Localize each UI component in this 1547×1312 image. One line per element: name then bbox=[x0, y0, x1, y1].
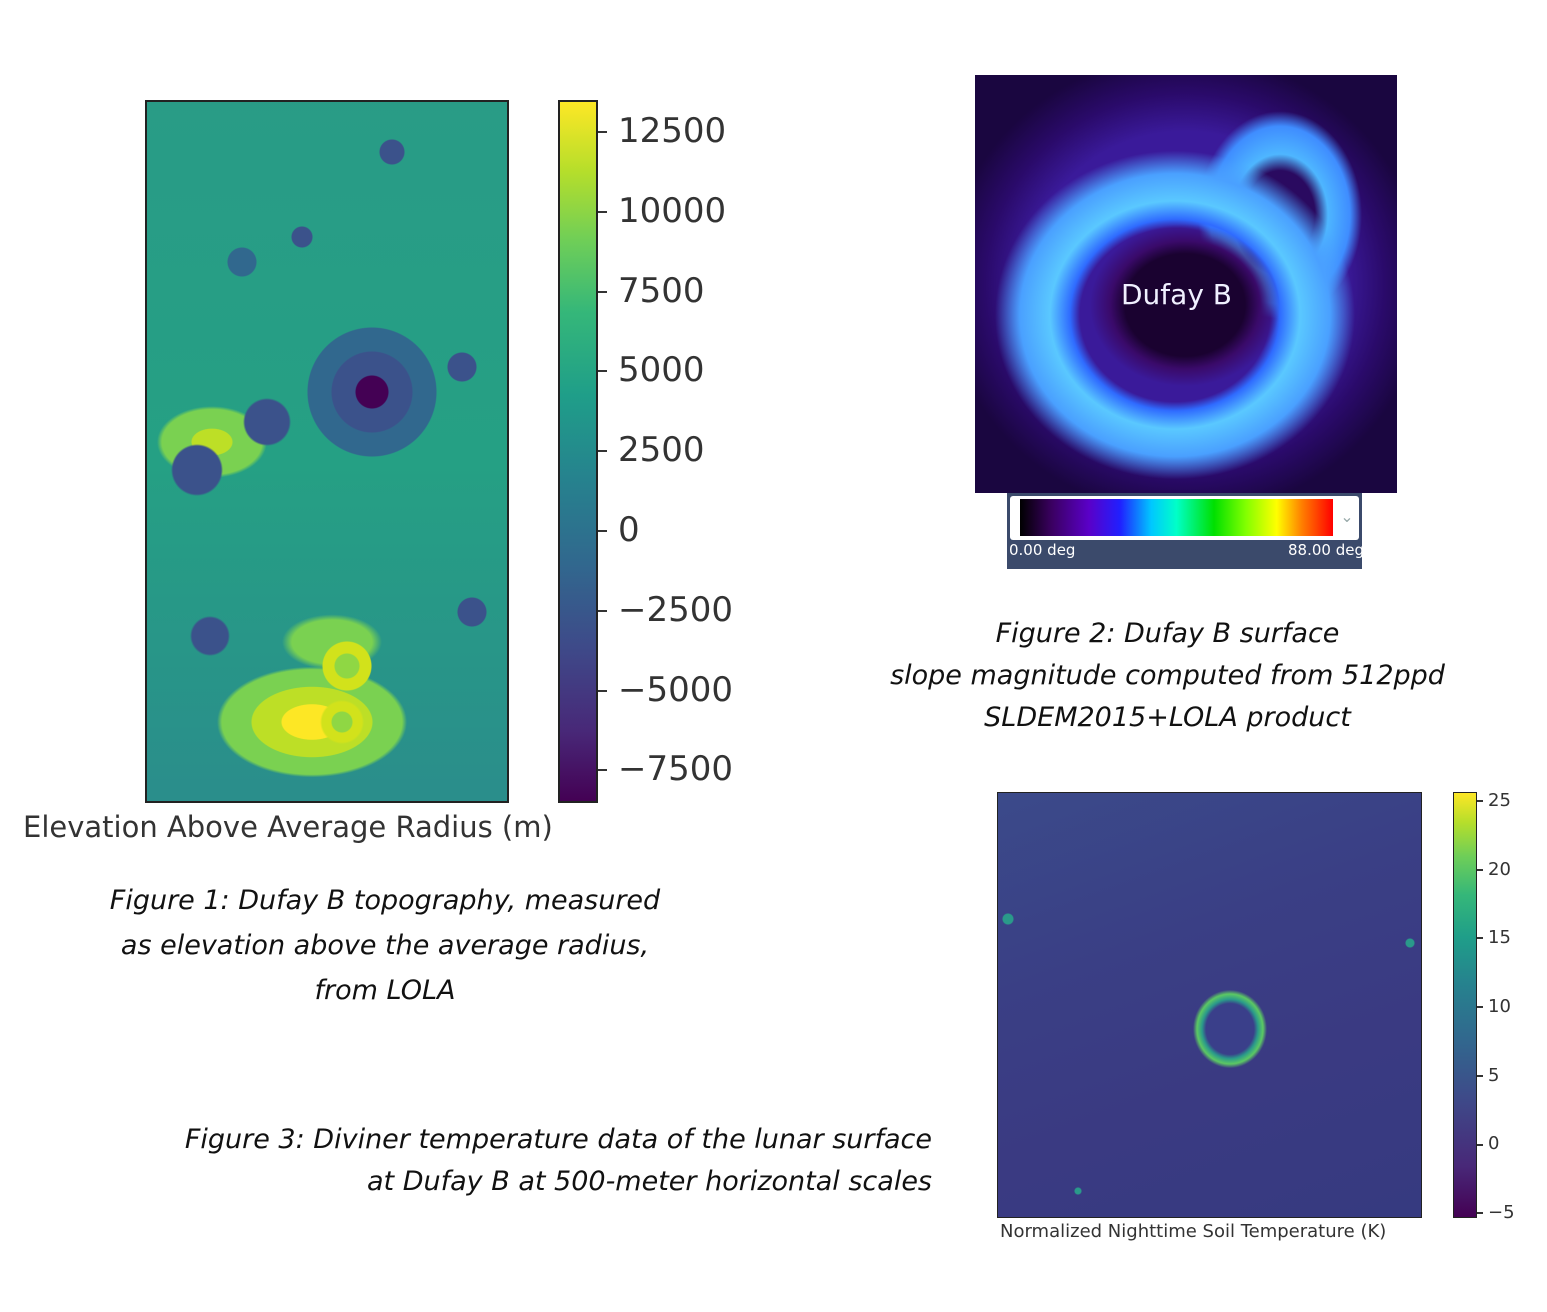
colorbar-tick-mark bbox=[598, 609, 607, 612]
figure2-colorbar-max-label: 88.00 deg bbox=[1288, 541, 1364, 559]
colorbar-tick-mark bbox=[598, 450, 607, 453]
colorbar-tick-label: 0 bbox=[1488, 1133, 1500, 1155]
colorbar-tick-mark bbox=[598, 689, 607, 692]
colorbar-tick-label: −5 bbox=[1488, 1202, 1515, 1224]
colorbar-tick-label: 5 bbox=[1488, 1064, 1500, 1086]
colorbar-tick-mark bbox=[1477, 1143, 1483, 1146]
caption-line: as elevation above the average radius, bbox=[120, 930, 650, 961]
colorbar-tick-label: −7500 bbox=[618, 749, 734, 790]
caption-line: Figure 2: Dufay B surface bbox=[995, 618, 1340, 649]
figure3-colorbar bbox=[1453, 792, 1477, 1218]
figure1-elevation-map bbox=[145, 100, 509, 803]
colorbar-tick-mark bbox=[1477, 868, 1483, 871]
colorbar-tick-label: −5000 bbox=[618, 669, 734, 710]
colorbar-tick-mark bbox=[1477, 1006, 1483, 1009]
colorbar-tick-label: −2500 bbox=[618, 589, 734, 630]
colorbar-tick-mark bbox=[1477, 1074, 1483, 1077]
colorbar-tick-mark bbox=[598, 290, 607, 293]
figure1-colorbar-label: Elevation Above Average Radius (m) bbox=[23, 810, 553, 844]
colorbar-tick-mark bbox=[598, 131, 607, 133]
colorbar-tick-label: 7500 bbox=[618, 270, 705, 311]
figure3-colorbar-label: Normalized Nighttime Soil Temperature (K… bbox=[1000, 1221, 1387, 1242]
colorbar-tick-mark bbox=[1477, 937, 1483, 940]
colorbar-tick-mark bbox=[598, 530, 607, 532]
figure3-temperature-map bbox=[997, 792, 1422, 1218]
colorbar-tick-label: 5000 bbox=[618, 350, 705, 391]
colorbar-tick-label: 10 bbox=[1488, 995, 1511, 1017]
colorbar-tick-label: 10000 bbox=[618, 190, 727, 231]
caption-line: SLDEM2015+LOLA product bbox=[984, 702, 1351, 733]
figure2-map-label: Dufay B bbox=[1121, 278, 1233, 311]
colorbar-tick-mark bbox=[1477, 1212, 1483, 1215]
colorbar-tick-label: 25 bbox=[1488, 789, 1511, 811]
figure1-colorbar bbox=[558, 100, 598, 803]
caption-line: slope magnitude computed from 512ppd bbox=[890, 660, 1445, 691]
figure2-colorbar bbox=[1020, 499, 1333, 536]
chevron-down-icon[interactable]: ⌄ bbox=[1340, 507, 1354, 526]
colorbar-tick-mark bbox=[1477, 800, 1483, 802]
colorbar-tick-label: 12500 bbox=[618, 110, 727, 151]
colorbar-tick-mark bbox=[598, 210, 607, 213]
colorbar-tick-label: 20 bbox=[1488, 858, 1511, 880]
colorbar-tick-label: 15 bbox=[1488, 927, 1511, 949]
colorbar-tick-mark bbox=[598, 769, 607, 772]
caption-line: Figure 3: Diviner temperature data of th… bbox=[184, 1124, 932, 1155]
colorbar-tick-label: 2500 bbox=[618, 430, 705, 471]
caption-line: from LOLA bbox=[314, 975, 456, 1006]
caption-line: at Dufay B at 500-meter horizontal scale… bbox=[366, 1166, 932, 1197]
colorbar-tick-label: 0 bbox=[618, 509, 640, 550]
figure2-slope-map bbox=[975, 75, 1397, 493]
caption-line: Figure 1: Dufay B topography, measured bbox=[109, 885, 661, 916]
colorbar-tick-mark bbox=[598, 370, 607, 373]
figure2-colorbar-min-label: 0.00 deg bbox=[1009, 541, 1076, 559]
